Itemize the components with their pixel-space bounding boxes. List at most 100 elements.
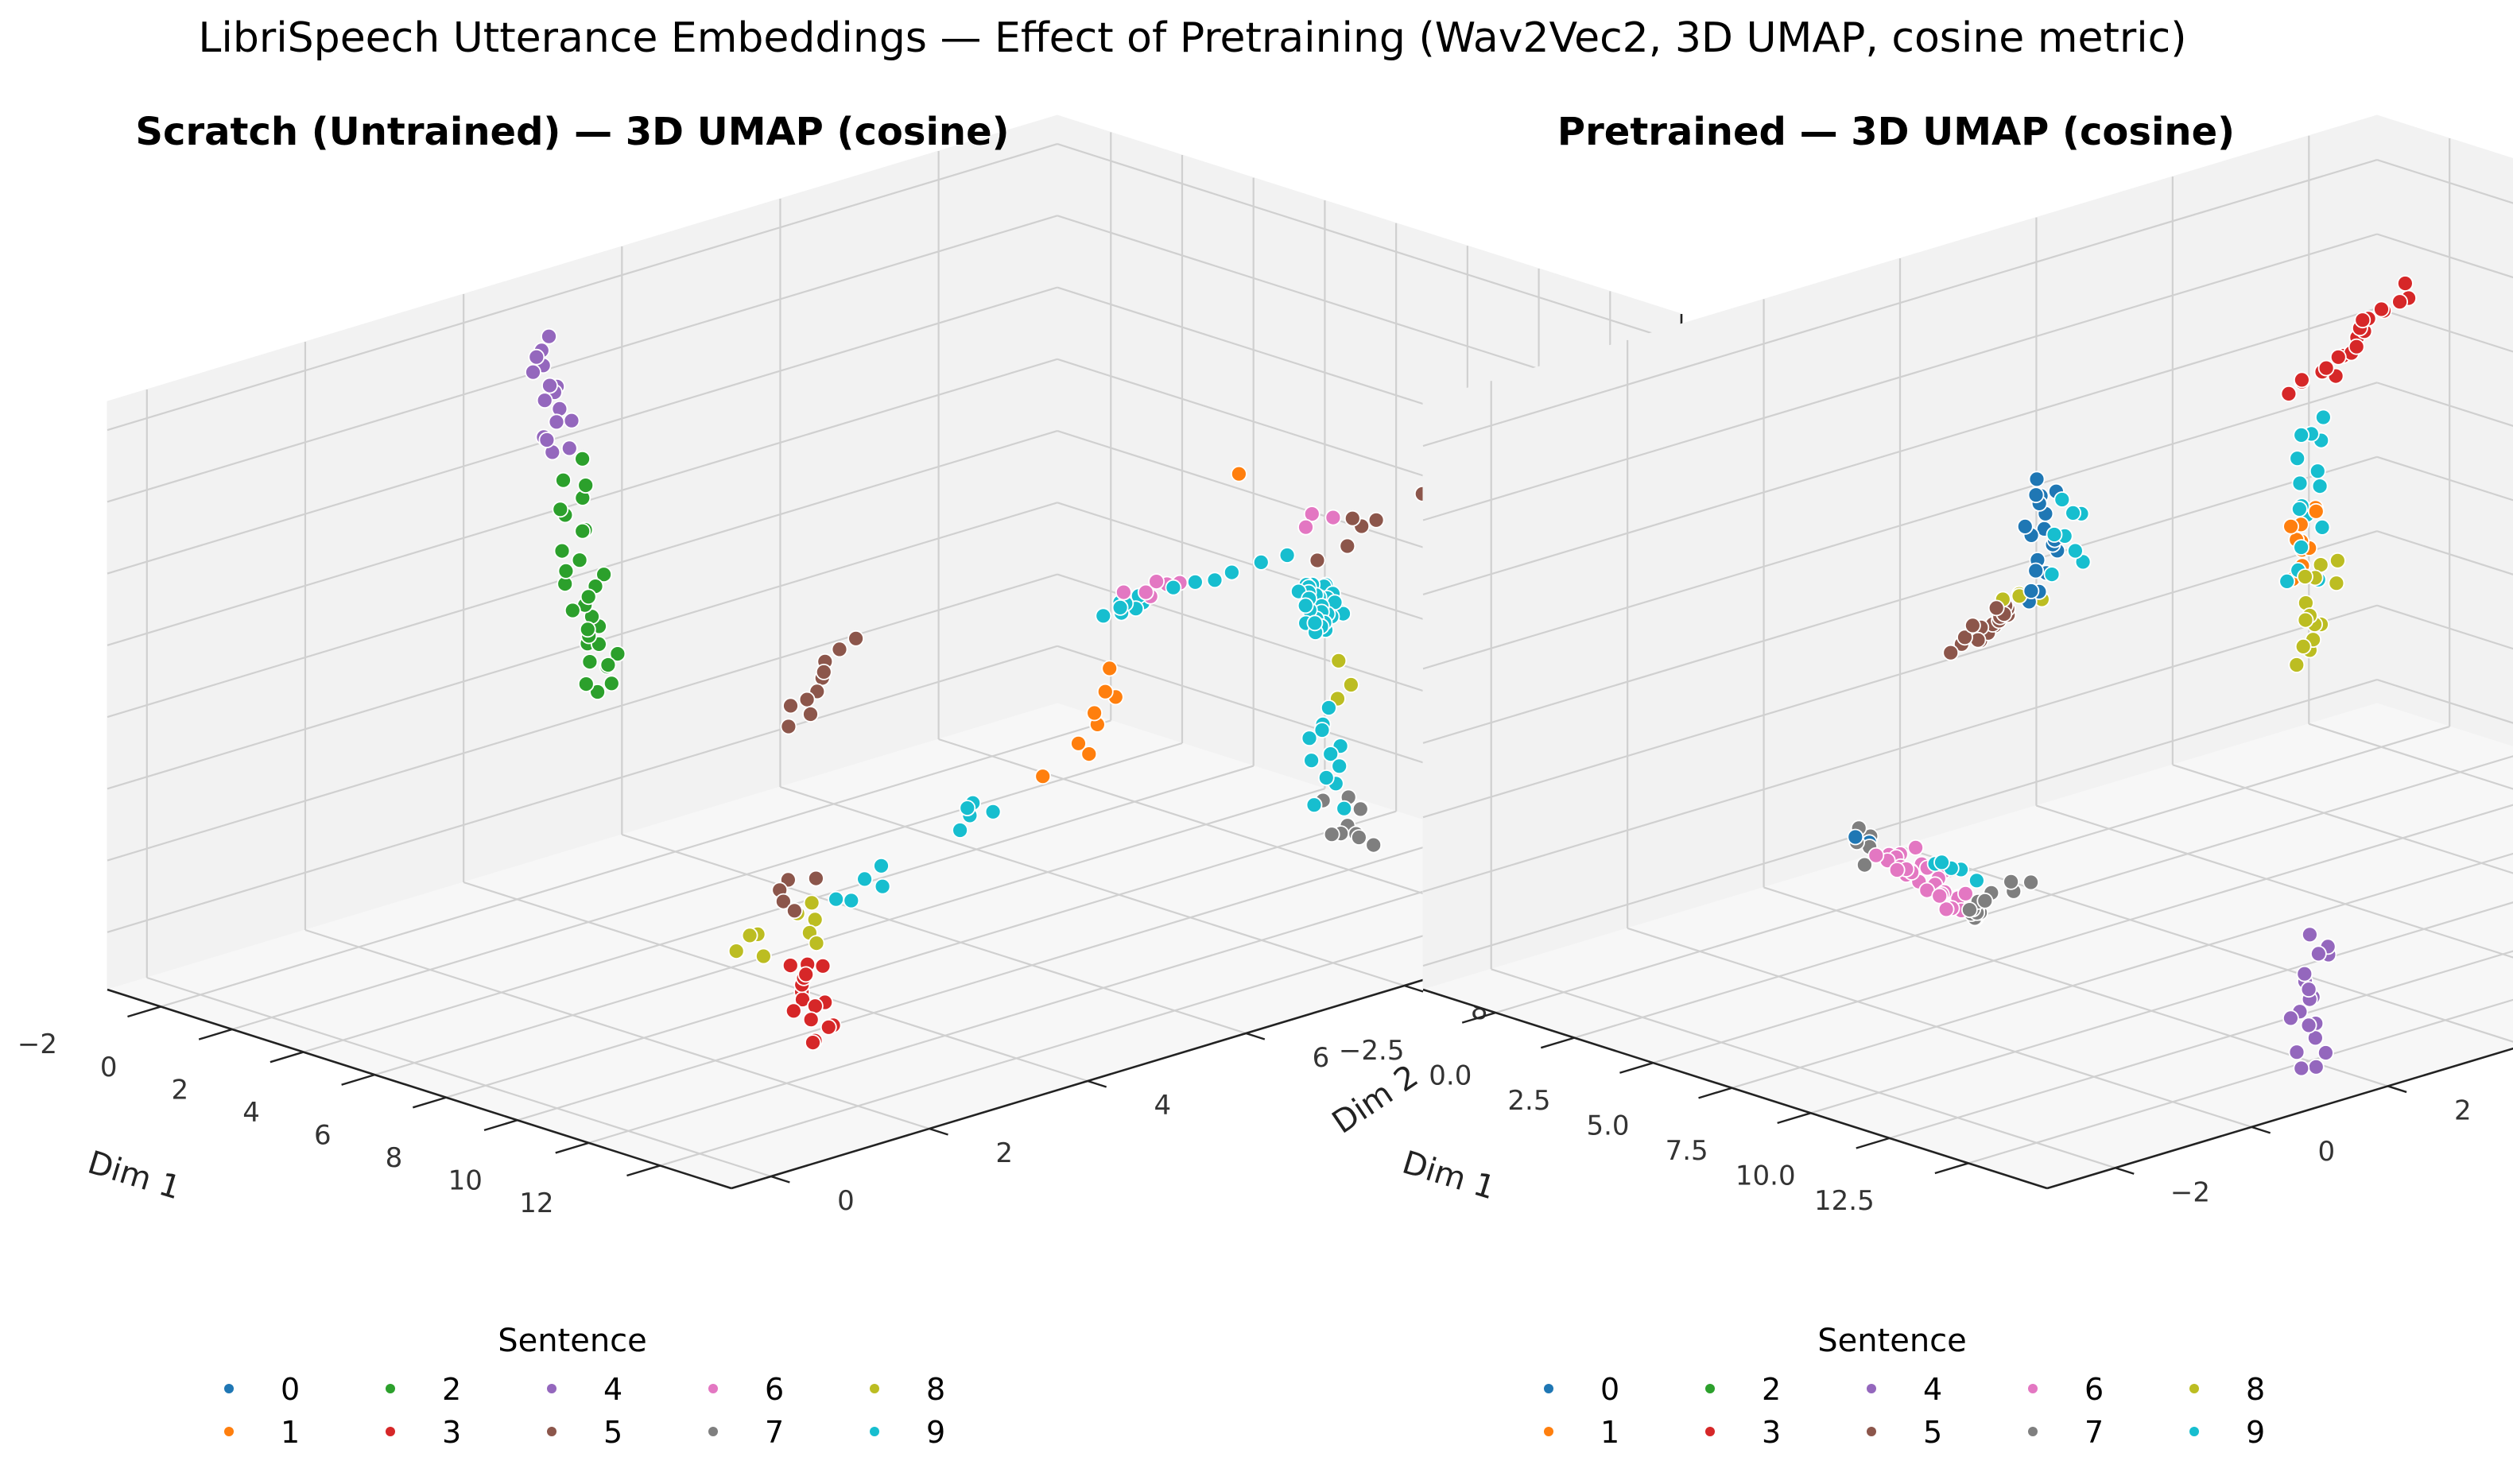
data-point-sentence-9 — [1165, 579, 1182, 596]
legend-label: 8 — [926, 1372, 945, 1407]
data-point-sentence-9 — [1317, 769, 1335, 786]
x-tick — [1934, 1162, 1969, 1175]
data-point-sentence-5 — [831, 641, 848, 658]
data-point-sentence-9 — [1968, 872, 1985, 889]
data-point-sentence-9 — [1303, 752, 1320, 769]
data-point-sentence-2 — [577, 477, 595, 494]
data-point-sentence-8 — [741, 927, 758, 944]
x-tick-label: 6 — [314, 1120, 332, 1152]
data-point-sentence-4 — [2306, 1029, 2324, 1047]
data-point-sentence-4 — [2301, 926, 2318, 943]
data-point-sentence-4 — [538, 432, 556, 448]
data-point-sentence-7 — [1365, 836, 1383, 854]
legend-marker — [708, 1427, 718, 1436]
x-tick — [1777, 1112, 1811, 1125]
y-tick-label: 2 — [2454, 1095, 2472, 1126]
data-point-sentence-5 — [1367, 511, 1385, 529]
data-point-sentence-0 — [1847, 828, 1864, 846]
data-point-sentence-9 — [843, 892, 860, 909]
data-point-sentence-0 — [2027, 486, 2045, 504]
data-point-sentence-5 — [1309, 552, 1326, 569]
grid-line-z — [107, 215, 1058, 503]
y-tick — [2251, 1126, 2271, 1134]
data-point-sentence-9 — [874, 878, 891, 895]
x-tick-label: 10.0 — [1735, 1160, 1796, 1192]
legend-label: 2 — [442, 1372, 461, 1407]
data-point-sentence-5 — [847, 630, 864, 647]
grid-line-z — [2376, 307, 2513, 353]
legend-label: 9 — [2246, 1415, 2265, 1450]
x-tick-label: 12 — [519, 1188, 553, 1219]
legend-title: Sentence — [498, 1323, 647, 1359]
data-point-sentence-5 — [1988, 599, 2005, 617]
x-axis-line — [1422, 988, 2048, 1190]
data-point-sentence-2 — [589, 684, 606, 700]
data-point-sentence-9 — [1306, 614, 1324, 632]
data-point-sentence-8 — [727, 943, 745, 959]
data-point-sentence-2 — [581, 653, 599, 670]
data-point-sentence-6 — [1907, 839, 1925, 856]
grid-line-y — [1491, 968, 2116, 1169]
data-point-sentence-1 — [1070, 734, 1087, 752]
legend-marker — [1544, 1384, 1553, 1393]
data-point-sentence-7 — [1960, 901, 1978, 918]
grid-line-z — [2376, 604, 2513, 650]
data-point-sentence-9 — [2053, 491, 2071, 508]
data-point-sentence-5 — [1339, 537, 1356, 555]
data-point-sentence-0 — [2022, 583, 2040, 599]
data-point-sentence-4 — [525, 363, 541, 381]
data-point-sentence-9 — [984, 803, 1002, 820]
data-point-sentence-2 — [574, 522, 591, 540]
data-point-sentence-7 — [2022, 874, 2040, 891]
legend-label: 5 — [603, 1415, 622, 1450]
grid-line-y — [146, 976, 772, 1178]
data-point-sentence-1 — [1096, 683, 1114, 700]
panel-title: Pretrained — 3D UMAP (cosine) — [1557, 110, 2235, 154]
data-point-sentence-9 — [1278, 547, 1296, 564]
x-tick-label: 4 — [242, 1097, 260, 1129]
data-point-sentence-9 — [2293, 427, 2310, 444]
data-point-sentence-4 — [541, 377, 558, 394]
data-point-sentence-2 — [557, 563, 575, 579]
legend-marker — [386, 1384, 395, 1393]
data-point-sentence-4 — [2309, 945, 2327, 963]
data-point-sentence-2 — [555, 471, 572, 489]
data-point-sentence-4 — [2300, 981, 2317, 998]
legend-label: 2 — [1762, 1372, 1781, 1407]
grid-line-x — [374, 788, 1325, 1076]
data-point-sentence-2 — [574, 450, 591, 467]
legend-label: 3 — [442, 1415, 461, 1450]
data-point-sentence-4 — [528, 348, 545, 366]
x-tick-label: 2.5 — [1507, 1085, 1550, 1117]
grid-line-z — [107, 143, 1058, 432]
y-tick-label: 4 — [1154, 1090, 1172, 1122]
data-point-sentence-8 — [1343, 676, 1359, 693]
y-tick-label: 0 — [2318, 1136, 2336, 1168]
data-point-sentence-8 — [2328, 575, 2345, 592]
y-tick — [2387, 1085, 2407, 1094]
data-point-sentence-2 — [577, 676, 595, 692]
x-tick — [412, 1096, 447, 1109]
data-point-sentence-2 — [580, 588, 597, 606]
y-tick — [1087, 1079, 1107, 1088]
data-point-sentence-9 — [1252, 554, 1270, 571]
x-tick — [1540, 1036, 1575, 1049]
data-point-sentence-2 — [571, 552, 588, 569]
grid-line-y — [463, 881, 1088, 1083]
data-point-sentence-4 — [2317, 1044, 2334, 1061]
legend: Sentence 0 1 2 3 4 5 6 7 8 9 — [224, 1323, 945, 1450]
data-point-sentence-3 — [2396, 275, 2414, 292]
grid-line-y — [304, 928, 930, 1130]
data-point-sentence-6 — [1888, 862, 1906, 878]
data-point-sentence-9 — [2291, 475, 2309, 492]
x-tick — [1619, 1062, 1654, 1074]
x-tick-label: 7.5 — [1666, 1135, 1708, 1167]
data-point-sentence-1 — [1231, 465, 1247, 482]
data-point-sentence-5 — [782, 697, 799, 715]
data-point-sentence-9 — [1322, 746, 1340, 762]
y-tick-label: −2 — [2170, 1176, 2210, 1208]
data-point-sentence-9 — [2043, 566, 2061, 583]
grid-line-x — [588, 855, 1539, 1144]
data-point-sentence-6 — [1115, 583, 1132, 601]
data-point-sentence-9 — [2293, 539, 2310, 556]
